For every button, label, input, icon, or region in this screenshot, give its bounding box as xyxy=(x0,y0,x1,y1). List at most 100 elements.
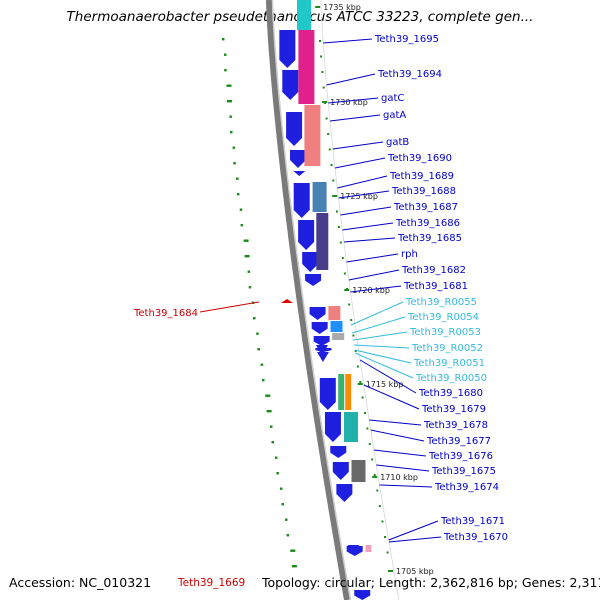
gc-tick xyxy=(221,38,225,41)
gene-label[interactable]: gatC xyxy=(381,93,404,104)
gene-label[interactable]: Teth39_1695 xyxy=(374,34,439,45)
gene-label[interactable]: Teth39_1689 xyxy=(389,171,454,182)
gc-tick xyxy=(281,503,284,506)
gc-tick xyxy=(286,534,290,537)
gene-arrow[interactable] xyxy=(315,345,328,356)
ruler-label: 1710 kbp xyxy=(380,473,418,482)
function-block[interactable] xyxy=(351,460,366,482)
footer-gene-label[interactable]: Teth39_1669 xyxy=(178,577,246,589)
gene-arrow[interactable] xyxy=(282,70,299,100)
gene-arrow[interactable] xyxy=(319,378,336,410)
gc-tick xyxy=(224,53,227,56)
gene-label[interactable]: Teth39_1681 xyxy=(403,281,468,292)
gene-label[interactable]: Teth39_1688 xyxy=(391,186,456,197)
gene-arrow[interactable] xyxy=(305,274,322,286)
leader-line xyxy=(363,384,420,410)
accession-label: Accession: NC_010321 xyxy=(9,575,152,590)
gene-label[interactable]: Teth39_1687 xyxy=(393,202,458,213)
gene-arrow[interactable] xyxy=(347,545,360,551)
leader-line xyxy=(379,484,433,488)
gene-label[interactable]: Teth39_R0051 xyxy=(413,358,485,369)
gene-arrow[interactable] xyxy=(290,150,307,168)
gene-label[interactable]: Teth39_R0053 xyxy=(409,327,481,338)
gene-label[interactable]: Teth39_1690 xyxy=(387,153,452,164)
gene-label[interactable]: Teth39_1682 xyxy=(401,265,466,276)
gene-label[interactable]: Teth39_1675 xyxy=(431,466,496,477)
gene-label[interactable]: Teth39_1680 xyxy=(418,388,483,399)
gene-label[interactable]: Teth39_1686 xyxy=(395,218,460,229)
function-block[interactable] xyxy=(304,105,321,166)
gc-tick xyxy=(378,505,381,507)
gc-tick xyxy=(239,208,243,211)
gc-tick xyxy=(368,443,371,445)
leader-line xyxy=(353,344,410,349)
function-block[interactable] xyxy=(365,545,372,552)
gene-label[interactable]: gatB xyxy=(386,137,409,148)
ruler-label: 1735 kbp xyxy=(323,3,361,12)
gene-arrow[interactable] xyxy=(302,252,319,272)
gc-tick xyxy=(364,412,366,414)
gene-arrow[interactable] xyxy=(332,462,349,480)
function-block[interactable] xyxy=(344,412,358,442)
gc-tick xyxy=(229,115,232,118)
function-block[interactable] xyxy=(297,0,311,30)
gene-label[interactable]: Teth39_1694 xyxy=(377,69,442,80)
gc-tick xyxy=(328,148,331,151)
gc-tick xyxy=(321,71,324,73)
gene-label[interactable]: gatA xyxy=(383,110,406,121)
function-block[interactable] xyxy=(345,374,352,410)
gene-label[interactable]: Teth39_1678 xyxy=(423,420,488,431)
leader-line xyxy=(388,520,439,541)
gc-tick xyxy=(359,381,362,383)
gc-tick xyxy=(366,427,369,430)
gene-arrow[interactable] xyxy=(313,336,330,346)
leader-line xyxy=(338,190,390,199)
gc-tick xyxy=(236,193,240,196)
gene-label[interactable]: Teth39_R0054 xyxy=(407,312,479,323)
gene-arrow[interactable] xyxy=(293,171,306,176)
gene-arrow[interactable] xyxy=(330,446,347,458)
gene-label[interactable]: Teth39_1674 xyxy=(434,482,499,493)
gene-label[interactable]: Teth39_1684 xyxy=(133,308,198,319)
function-block[interactable] xyxy=(332,333,345,340)
gene-arrow[interactable] xyxy=(309,307,326,320)
gene-label[interactable]: Teth39_1679 xyxy=(421,404,486,415)
gene-arrow[interactable] xyxy=(311,322,328,334)
gc-tick xyxy=(260,363,264,366)
gene-arrow[interactable] xyxy=(336,484,353,502)
gene-label[interactable]: Teth39_R0052 xyxy=(411,343,483,354)
gene-label[interactable]: Teth39_1677 xyxy=(426,436,491,447)
function-block[interactable] xyxy=(298,30,315,104)
leader-line xyxy=(199,301,260,313)
gene-label[interactable]: Teth39_1685 xyxy=(397,233,462,244)
function-block[interactable] xyxy=(328,306,341,320)
gc-tick xyxy=(226,100,232,103)
leader-line xyxy=(342,222,394,231)
gene-arrow[interactable] xyxy=(354,590,371,600)
gene-label[interactable]: rph xyxy=(401,249,418,260)
gc-tick xyxy=(325,117,328,120)
gene-arrow[interactable] xyxy=(324,412,341,442)
gene-label[interactable]: Teth39_1671 xyxy=(440,516,505,527)
gc-tick xyxy=(322,86,325,89)
function-block[interactable] xyxy=(312,182,327,212)
gene-label[interactable]: Teth39_1670 xyxy=(443,532,508,543)
function-block[interactable] xyxy=(338,374,345,410)
gene-arrow[interactable] xyxy=(298,220,315,250)
gene-label[interactable]: Teth39_1676 xyxy=(428,451,493,462)
gene-arrow[interactable] xyxy=(286,112,303,146)
gene-arrow[interactable] xyxy=(316,352,329,362)
gene-label[interactable]: Teth39_R0050 xyxy=(415,373,487,384)
gc-tick xyxy=(290,549,296,552)
function-block[interactable] xyxy=(316,213,329,270)
gene-arrow[interactable] xyxy=(346,546,363,556)
ruler-label: 1715 kbp xyxy=(366,380,404,389)
leader-line xyxy=(376,464,430,472)
function-block[interactable] xyxy=(330,321,343,332)
leader-line xyxy=(352,316,406,334)
reverse-gene-arrow[interactable] xyxy=(281,299,293,303)
gene-arrow[interactable] xyxy=(293,183,310,218)
gene-arrow[interactable] xyxy=(279,30,296,68)
gene-label[interactable]: Teth39_R0055 xyxy=(405,297,477,308)
leader-line xyxy=(343,237,396,243)
